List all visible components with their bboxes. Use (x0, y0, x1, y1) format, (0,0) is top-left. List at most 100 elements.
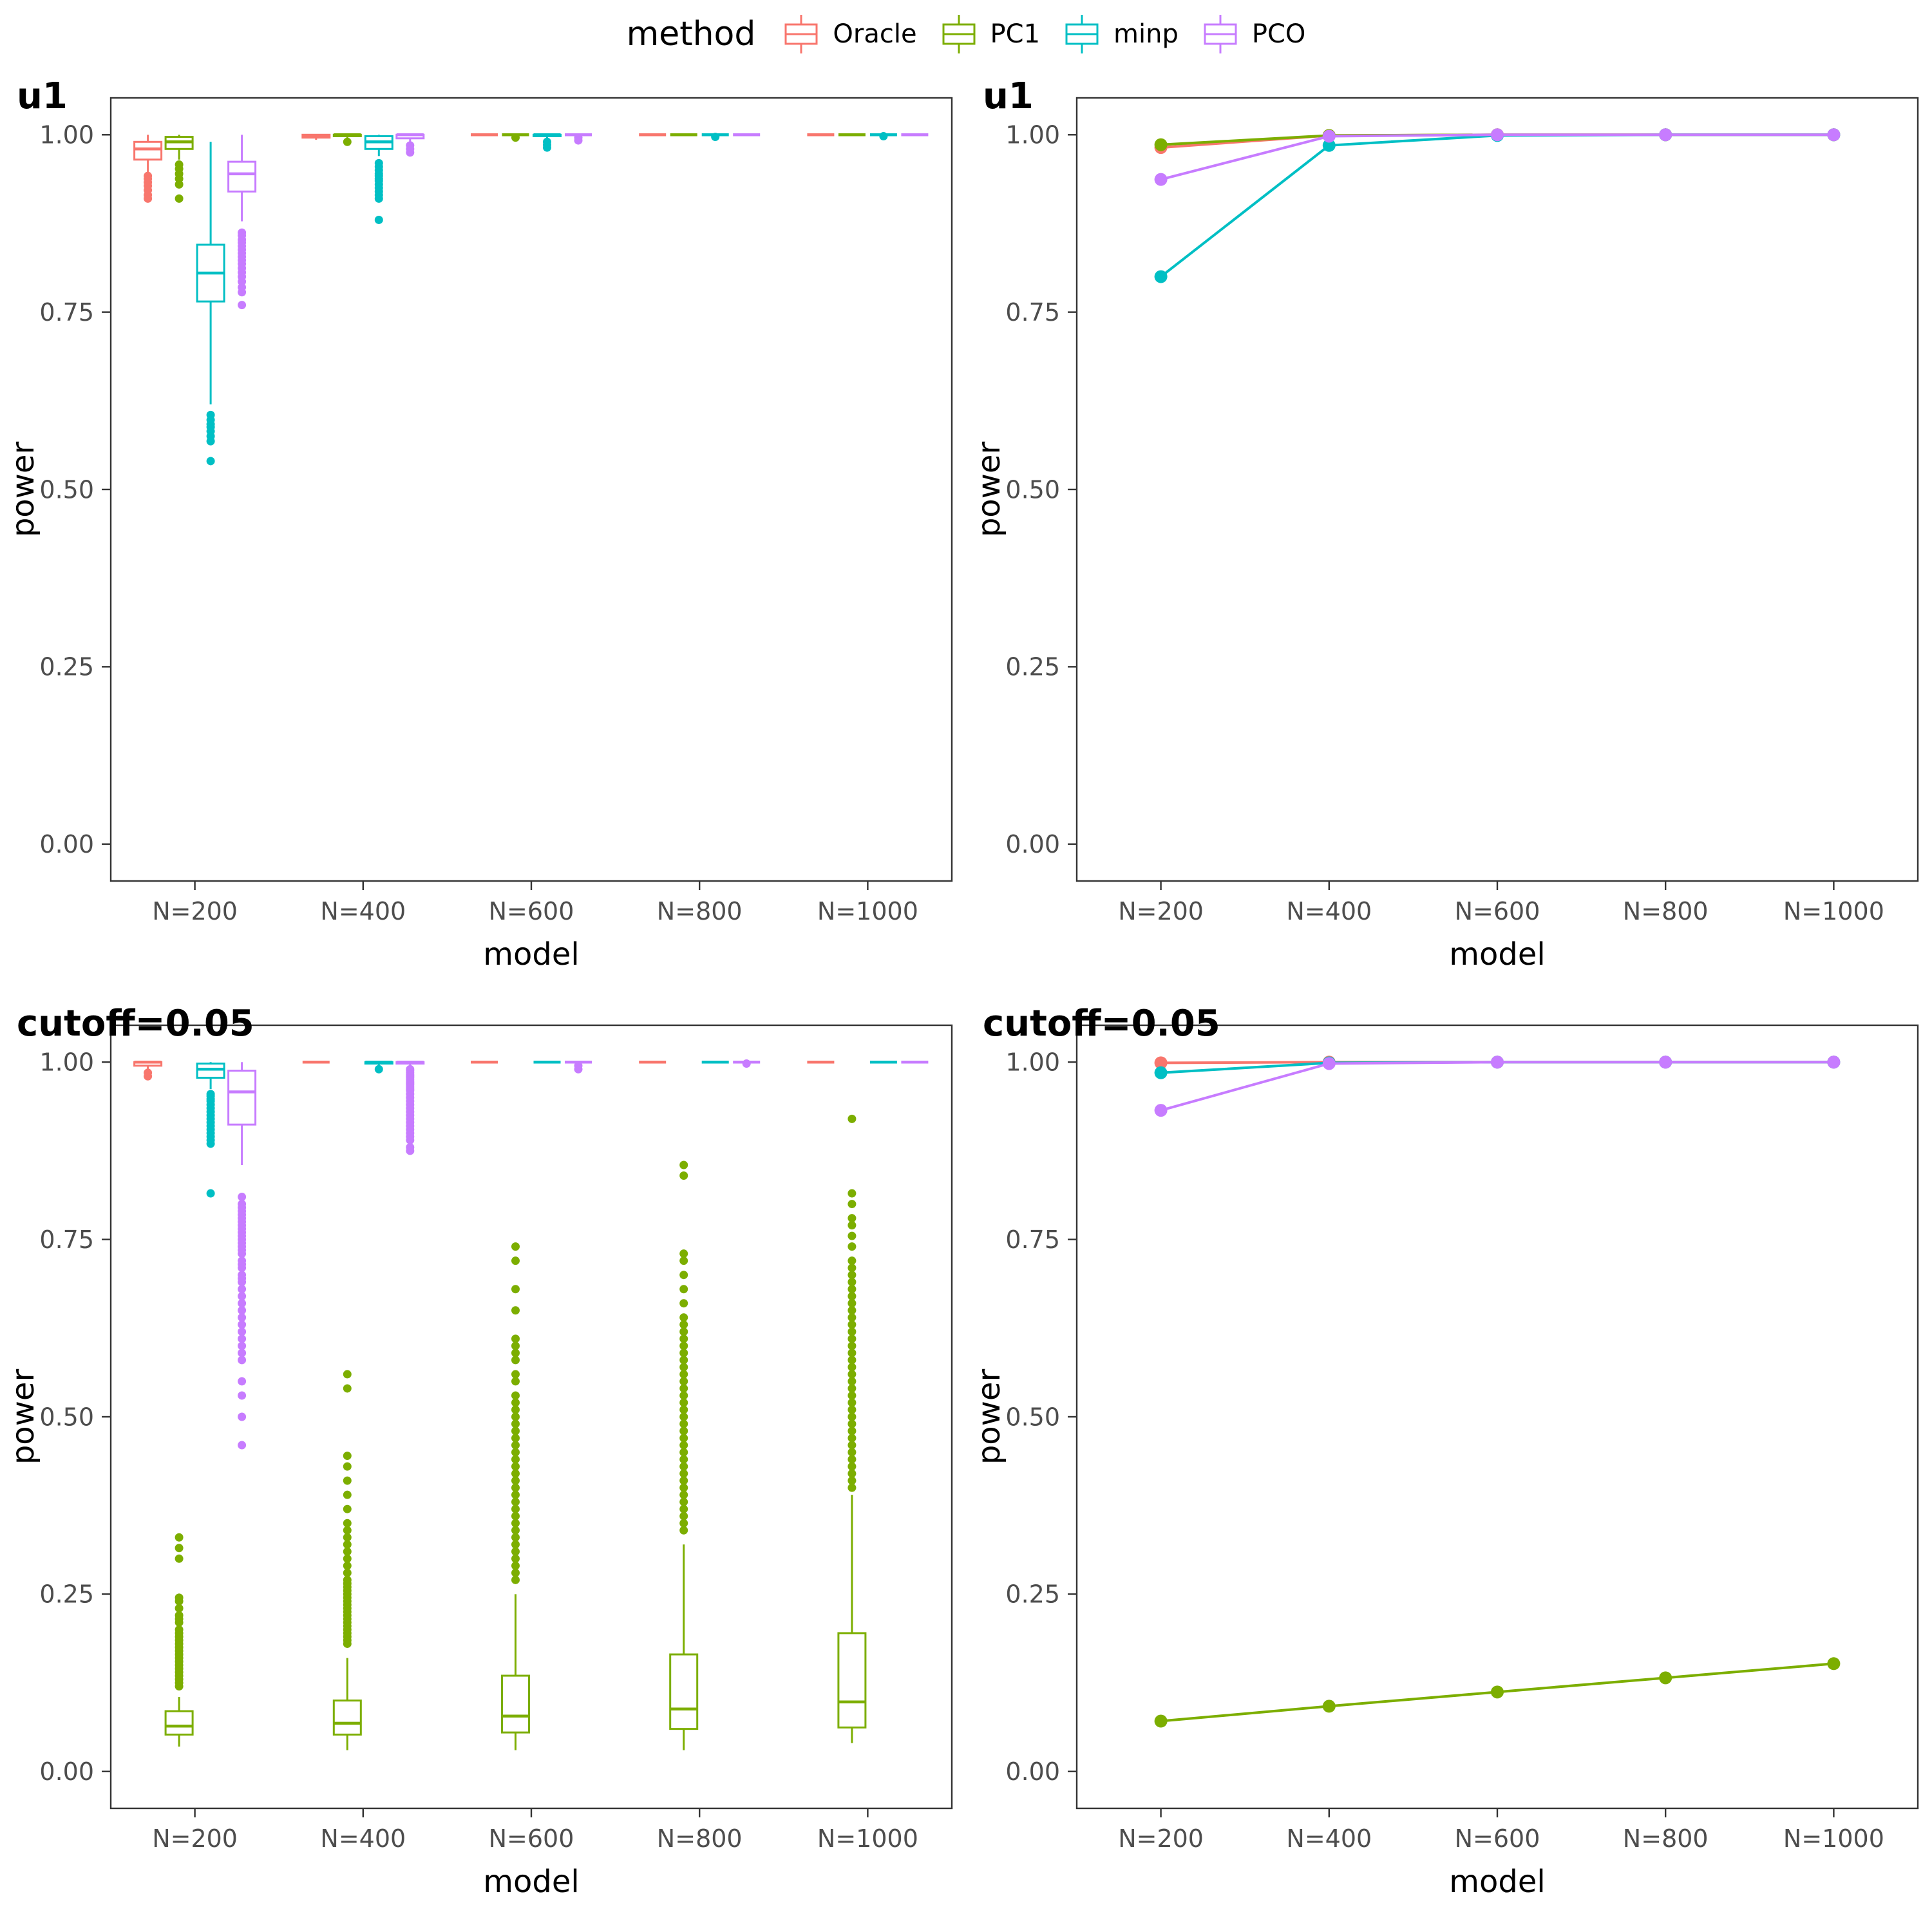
outlier-point (238, 1441, 247, 1450)
panel-grid: 0.00 0.25 0.50 0.75 1.00 N=200 N=400 N=600 N=800… (0, 68, 1932, 1923)
outlier-point (848, 1412, 857, 1421)
x-tick-label: N=800 (1623, 897, 1709, 925)
boxplot-Oracle-N=200 (133, 135, 163, 203)
boxplot-key-icon (784, 15, 818, 53)
y-tick-label: 0.25 (1005, 1580, 1060, 1609)
outlier-point (848, 1363, 857, 1372)
outlier-point (848, 1306, 857, 1315)
y-tick-label: 0.25 (1005, 653, 1060, 681)
outlier-point (848, 1384, 857, 1393)
y-tick-label: 1.00 (1005, 1048, 1060, 1077)
y-tick-label: 0.50 (39, 1403, 94, 1431)
outlier-point (679, 1363, 688, 1372)
panel-border (109, 97, 953, 882)
outlier-point (848, 1419, 857, 1428)
x-tick-label: N=400 (320, 897, 406, 925)
panel-cutoff-line: 0.00 0.25 0.50 0.75 1.00 N=200 N=400 N=600 N=800… (971, 1003, 1919, 1900)
boxplot-PC1-N=800 (669, 1160, 699, 1750)
outlier-point (511, 1526, 520, 1535)
outlier-point (679, 1356, 688, 1365)
outlier-point (343, 1561, 352, 1570)
outlier-point (511, 1434, 520, 1443)
outlier-point (679, 1398, 688, 1407)
series-point (1154, 1104, 1168, 1117)
panel-title: u1 (983, 75, 1034, 117)
outlier-point (679, 1271, 688, 1280)
outlier-point (679, 1462, 688, 1471)
outlier-point (848, 1391, 857, 1400)
outlier-point (574, 136, 583, 145)
outlier-point (206, 437, 215, 446)
outlier-point (679, 1320, 688, 1329)
outlier-point (679, 1391, 688, 1400)
outlier-point (343, 1476, 352, 1485)
boxplot-key-icon (1204, 15, 1237, 53)
outlier-point (175, 1593, 184, 1602)
boxplot-key-icon (942, 15, 976, 53)
outlier-point (511, 1476, 520, 1485)
boxplot-minp-N=400 (364, 1061, 393, 1074)
outlier-point (511, 1533, 520, 1542)
legend-item-label: PCO (1251, 19, 1306, 49)
outlier-point (511, 1561, 520, 1570)
outlier-point (238, 1278, 247, 1287)
boxplot-minp-N=400 (364, 135, 393, 224)
outlier-point (848, 1278, 857, 1287)
outlier-point (848, 1441, 857, 1450)
boxplot-PCO-N=400 (395, 133, 425, 157)
outlier-point (343, 1452, 352, 1461)
x-tick-label: N=200 (1118, 1824, 1204, 1853)
outlier-point (374, 194, 383, 203)
x-axis-title: model (1449, 1864, 1545, 1900)
outlier-point (511, 1519, 520, 1528)
box (164, 1710, 194, 1736)
outlier-point (543, 143, 551, 152)
outlier-point (679, 1434, 688, 1443)
panel-cutoff-boxplot: 0.00 0.25 0.50 0.75 1.00 N=200 N=400 N=600 N=800… (5, 1003, 953, 1900)
outlier-point (511, 1483, 520, 1492)
outlier-point (238, 1377, 247, 1386)
outlier-point (679, 1504, 688, 1513)
outlier-point (175, 1554, 184, 1563)
legend-title: method (626, 15, 756, 53)
outlier-point (343, 1547, 352, 1556)
legend-items: Oracle PC1 minp PCO (779, 12, 1305, 57)
outlier-point (848, 1462, 857, 1471)
outlier-point (374, 1065, 383, 1074)
outlier-point (848, 1313, 857, 1322)
outlier-point (848, 1320, 857, 1329)
outlier-point (238, 1313, 247, 1322)
outlier-point (679, 1405, 688, 1414)
outlier-point (374, 215, 383, 224)
outlier-point (144, 194, 153, 203)
boxplot-PC1-N=1000 (837, 1114, 867, 1743)
outlier-point (848, 1356, 857, 1365)
outlier-point (343, 1384, 352, 1393)
outlier-point (175, 1544, 184, 1553)
outlier-point (238, 301, 247, 310)
outlier-point (848, 1476, 857, 1485)
panel-title: cutoff=0.05 (983, 1003, 1220, 1045)
box (227, 1069, 257, 1126)
y-tick-label: 1.00 (39, 1048, 94, 1077)
y-tick-label: 1.00 (1005, 121, 1060, 149)
outlier-point (848, 1398, 857, 1407)
outlier-point (679, 1249, 688, 1258)
y-tick-label: 0.75 (39, 1226, 94, 1254)
outlier-point (406, 1135, 415, 1144)
boxplot-minp-N=200 (196, 1062, 225, 1198)
outlier-point (679, 1419, 688, 1428)
legend-item-pc1: PC1 (936, 12, 1040, 57)
outlier-point (175, 180, 184, 189)
outlier-point (848, 1189, 857, 1198)
outlier-point (511, 1568, 520, 1577)
boxplot-PCO-N=800 (733, 1059, 761, 1068)
outlier-point (848, 1214, 857, 1223)
outlier-point (848, 1231, 857, 1240)
outlier-point (511, 133, 520, 142)
outlier-point (511, 1391, 520, 1400)
outlier-point (511, 1242, 520, 1251)
x-axis-title: model (483, 936, 579, 972)
x-tick-label: N=1000 (1783, 897, 1884, 925)
outlier-point (343, 137, 352, 146)
